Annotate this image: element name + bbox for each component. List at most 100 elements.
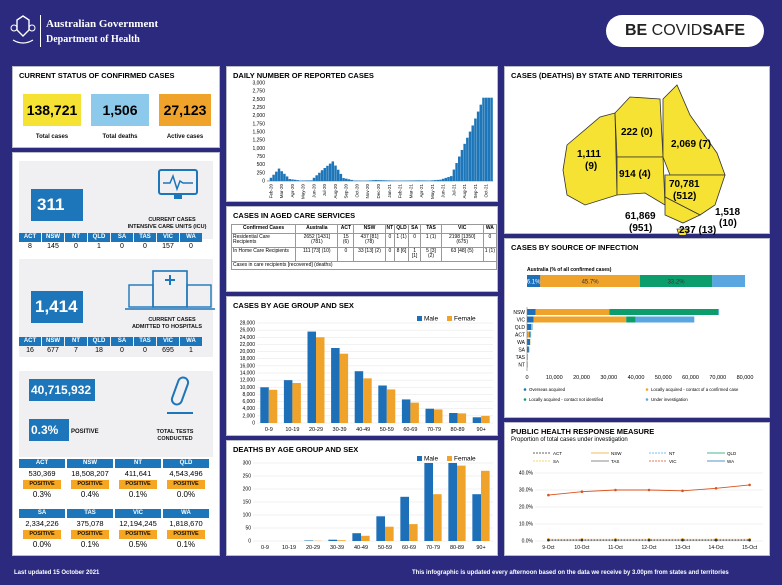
phrm-point [580,490,584,493]
aged-cell: 1 (1) [482,246,498,262]
map-nsw-deaths: (512) [673,191,696,202]
tests-pct-tas: 0.1% [80,540,100,549]
agesex-ytick: 16,000 [240,363,256,369]
daily-bar [350,179,353,181]
aged-col-header: VIC [440,224,484,234]
deaths-ytick: 0 [248,539,251,545]
deaths-xtick: 20-29 [306,545,320,551]
agesex-ytick: 14,000 [240,371,256,377]
daily-xtick: Oct-20 [354,184,359,198]
agesex-title: CASES BY AGE GROUP AND SEX [233,301,354,310]
source-bar [531,324,532,330]
source-xtick: 70,000 [709,375,726,381]
aged-cell: 15 (6) [337,232,355,248]
daily-bar [484,97,488,181]
daily-bar [369,180,372,181]
daily-bar [323,168,326,181]
daily-chart: 0 250 500 750 1,000 1,250 1,500 1,750 2,000 2,250… [252,81,493,199]
deaths-bar-female [409,524,418,541]
deaths-bar-female [457,465,466,541]
daily-xtick: Apr-20 [290,184,295,198]
phrm-legend-item: NSW [611,451,622,456]
icu-value-sa: 0 [120,243,124,250]
tests-positive-badge: POSITIVE [167,480,205,489]
source-xtick: 30,000 [600,375,617,381]
daily-bar [455,163,458,181]
phrm-xtick: 10-Oct [574,545,590,551]
daily-ytick: 2,500 [252,97,265,103]
daily-bar [490,97,493,181]
phrm-point [681,489,684,493]
hosp-value-wa: 1 [189,347,193,354]
phrm-legend-item: QLD [727,451,737,456]
agesex-bar-male [307,331,316,423]
daily-bar [326,165,329,181]
agesex-ytick: 2,000 [242,413,255,419]
agesex-bar-female [268,389,278,423]
phrm-title: PUBLIC HEALTH RESPONSE MEASURE [511,427,655,436]
agesex-bar-male [425,408,434,423]
agesex-ytick: 26,000 [240,328,256,334]
icu-value-nsw: 145 [47,243,59,250]
aged-table: Confirmed Cases Australia ACT NSW NT QLD SA TAS… [230,224,498,270]
aged-col-header: Australia [295,224,339,234]
tests-count-tas: 375,078 [76,519,104,528]
daily-xtick: Feb-20 [268,184,273,199]
daily-bar [487,97,491,181]
agesex-xtick: 40-49 [356,427,370,433]
agesex-panel: CASES BY AGE GROUP AND SEX 0 2,000 4,000 6,… [226,296,498,436]
daily-bar [371,180,375,181]
icu-state-wa: WA [180,233,202,242]
hospital-icon [125,265,215,316]
deaths-xtick: 60-69 [402,545,416,551]
daily-bar [339,173,343,181]
phrm-xtick: 12-Oct [641,545,657,551]
daily-bar [342,178,345,181]
aged-cell: 111 [73] (10) [295,246,339,262]
status-title: CURRENT STATUS OF CONFIRMED CASES [19,71,175,80]
daily-bar [345,178,348,181]
daily-bar [460,149,464,181]
tests-count-qld: 4,543,496 [169,469,203,478]
icu-value-wa: 0 [189,243,193,250]
source-bar [609,309,719,315]
agesex-ytick: 8,000 [242,392,255,398]
source-aus-pct: 6.1% [527,280,541,286]
deaths-bar-male [328,539,337,541]
icu-state-nt: NT [65,233,87,242]
map-act-label: 1,518 [715,207,740,218]
source-aus-segment [527,275,541,287]
aged-col-header: NSW [353,224,386,234]
icu-value-nt: 0 [74,243,78,250]
aged-col-header: Confirmed Cases [230,224,297,234]
daily-bar [439,179,442,181]
source-bar [527,339,530,345]
daily-bar [347,179,351,181]
hosp-state-nt: NT [65,337,87,346]
agesex-bar-female [410,402,419,423]
phrm-point [614,538,617,542]
daily-bar [444,177,448,181]
aged-cell: 0 [384,246,396,262]
tests-state-vic: VIC [115,509,161,518]
gov-crest-icon [10,14,36,48]
daily-bar [315,175,318,181]
daily-xtick: Jul-21 [451,184,456,197]
daily-bar [458,156,461,181]
aged-cell: 2652 [1431] (781) [295,232,339,248]
daily-bar [310,180,313,181]
map-qld [662,84,726,176]
gov-name: Australian Government [46,18,159,30]
aged-cell: 0 [384,232,396,248]
phrm-point [614,488,617,492]
hosp-state-sa: SA [111,337,133,346]
daily-bar [447,176,450,181]
icu-label1: CURRENT CASES [148,217,196,223]
deaths-bar-male [352,533,361,541]
daily-ytick: 1,000 [252,146,265,152]
icu-value-qld: 1 [97,243,101,250]
source-state-label: NT [518,363,525,369]
map-panel: CASES (DEATHS) BY STATE AND TERRITORIES … [504,66,770,235]
agesex-bar-male [260,387,269,423]
